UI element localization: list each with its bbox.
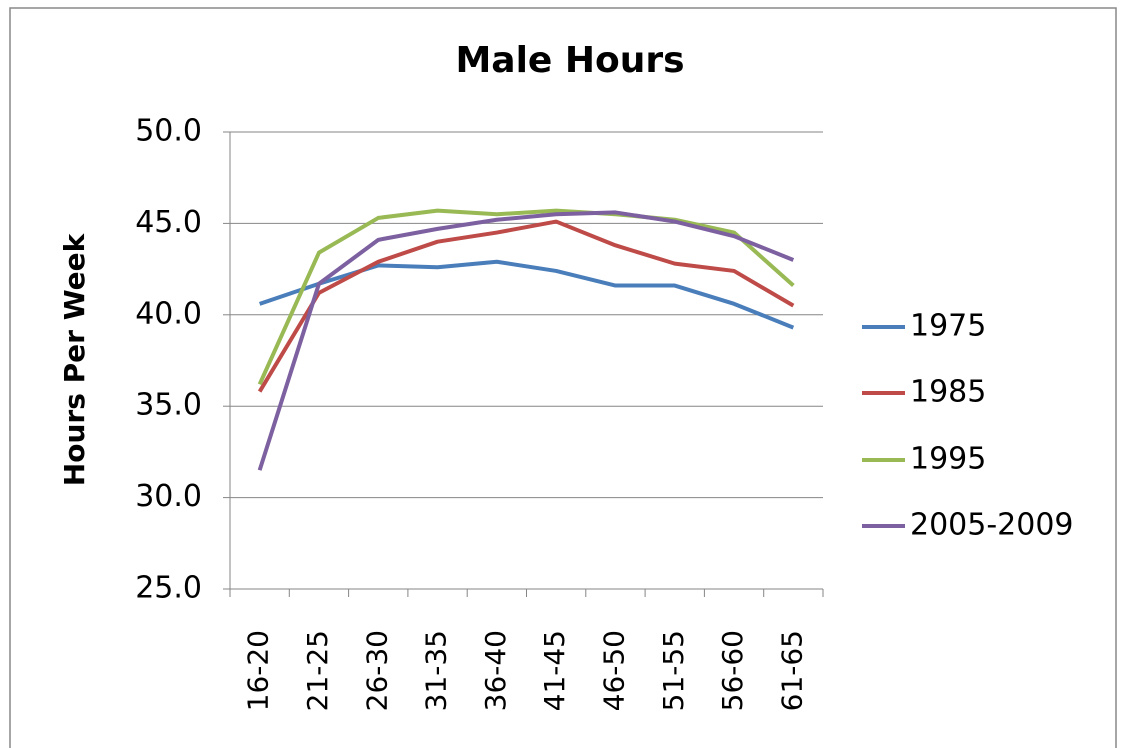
x-tick-label: 61-65 bbox=[775, 630, 808, 711]
y-tick-label: 25.0 bbox=[135, 571, 202, 606]
series-line bbox=[257, 219, 795, 393]
y-tick-label: 35.0 bbox=[135, 388, 202, 423]
x-tick-label: 41-45 bbox=[538, 630, 571, 711]
y-tick-label: 50.0 bbox=[135, 114, 202, 149]
legend-label: 1975 bbox=[910, 309, 986, 344]
series-line bbox=[257, 210, 795, 471]
y-tick-label: 30.0 bbox=[135, 479, 202, 514]
x-tick-label: 16-20 bbox=[242, 630, 275, 711]
legend-label: 2005-2009 bbox=[910, 508, 1074, 543]
legend-label: 1995 bbox=[910, 442, 986, 477]
x-tick-label: 46-50 bbox=[597, 630, 630, 711]
chart-frame bbox=[9, 7, 1117, 748]
x-tick-label: 31-35 bbox=[420, 630, 453, 711]
y-axis-label: Hours Per Week bbox=[58, 232, 91, 486]
series-line bbox=[259, 259, 795, 330]
legend-label: 1985 bbox=[910, 375, 986, 410]
x-tick-label: 36-40 bbox=[479, 630, 512, 711]
series-line bbox=[257, 208, 795, 386]
y-tick-label: 40.0 bbox=[135, 296, 202, 331]
x-tick-label: 26-30 bbox=[360, 630, 393, 711]
x-tick-label: 21-25 bbox=[301, 630, 334, 711]
x-tick-label: 56-60 bbox=[716, 630, 749, 711]
chart-title: Male Hours bbox=[455, 40, 684, 81]
x-tick-label: 51-55 bbox=[657, 630, 690, 711]
y-tick-label: 45.0 bbox=[135, 205, 202, 240]
